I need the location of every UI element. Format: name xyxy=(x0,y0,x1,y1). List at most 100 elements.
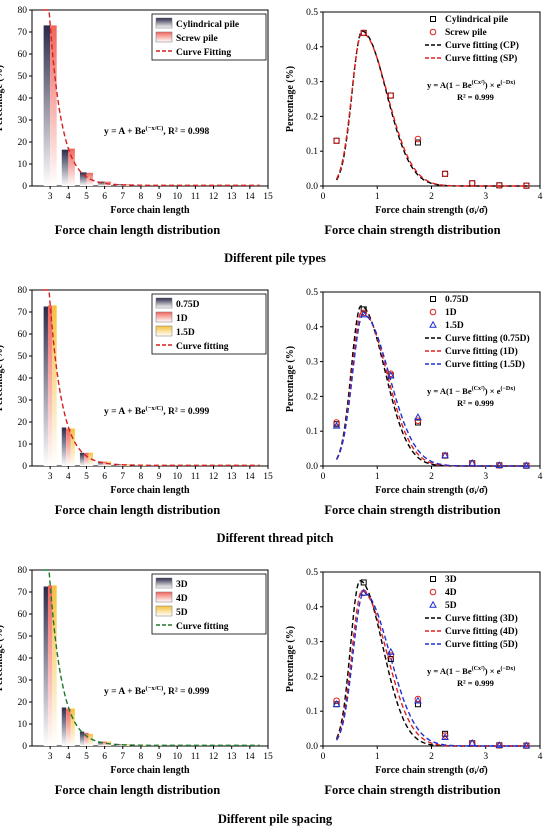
x-tick-label: 7 xyxy=(120,472,125,482)
x-tick-label: 10 xyxy=(172,192,182,202)
legend-label: Cylindrical pile xyxy=(445,15,508,25)
data-point xyxy=(496,182,503,189)
legend-label: Curve fitting xyxy=(176,622,229,632)
legend-swatch xyxy=(155,297,173,309)
bar-1d xyxy=(47,305,53,466)
data-point xyxy=(333,419,340,426)
x-tick-label: 7 xyxy=(120,192,125,202)
x-tick-label: 3 xyxy=(48,192,53,202)
data-point xyxy=(523,182,530,189)
x-axis-label: Force chain strength (σᵢ/σ̄) xyxy=(375,485,488,496)
x-tick-label: 0 xyxy=(321,472,326,482)
x-tick-label: 4 xyxy=(538,192,543,202)
bar-3d xyxy=(98,741,103,746)
bar-1.5d xyxy=(70,428,75,466)
legend-swatch xyxy=(155,577,173,589)
x-tick-label: 4 xyxy=(66,192,71,202)
data-point xyxy=(387,92,395,99)
x-tick-label: 5 xyxy=(84,472,89,482)
equation-exponent: (−x/C) xyxy=(145,125,163,132)
bar-4d xyxy=(84,732,89,746)
legend-label: Curve Fitting xyxy=(176,48,231,58)
bar-4d xyxy=(66,708,71,746)
equation-part: y = A(1 − Be xyxy=(427,386,472,396)
x-tick-label: 4 xyxy=(66,472,71,482)
legend-marker xyxy=(429,588,437,596)
x-tick-label: 14 xyxy=(245,752,255,762)
data-point xyxy=(441,170,449,178)
caption-strength-3: Force chain strength distribution xyxy=(324,783,501,797)
y-tick-label: 0.4 xyxy=(306,603,318,613)
data-point xyxy=(387,652,395,659)
equation-part: y = A(1 − Be xyxy=(427,80,472,90)
bar-1.5d xyxy=(52,305,57,466)
y-tick-label: 20 xyxy=(18,698,28,708)
x-tick-label: 11 xyxy=(191,192,200,202)
bar-screw-pile xyxy=(50,25,57,187)
x-tick-label: 3 xyxy=(483,472,488,482)
y-tick-label: 0 xyxy=(22,462,27,472)
data-point xyxy=(522,461,531,469)
x-tick-label: 15 xyxy=(263,472,273,482)
legend-label: Curve fitting (CP) xyxy=(445,40,519,51)
y-tick-label: 0.0 xyxy=(306,462,318,472)
length-chart-pile-spacing: 3 4 5 6 7 8 9 10 11 12 13 14 15 0 10 20 30 40 50 60 70 80 Forc… xyxy=(0,566,273,776)
fit-r-squared: R² = 0.999 xyxy=(457,398,494,408)
x-axis-label: Force chain strength (σᵢ/σ̄) xyxy=(375,205,488,216)
legend-label: Curve fitting xyxy=(176,342,229,352)
data-point xyxy=(360,309,367,317)
data-point xyxy=(359,588,368,596)
fit-r-squared: R² = 0.999 xyxy=(457,92,494,102)
y-tick-label: 0.0 xyxy=(306,182,318,192)
x-tick-label: 4 xyxy=(66,752,71,762)
y-tick-label: 60 xyxy=(18,50,28,60)
data-point xyxy=(386,371,395,379)
fit-equation: y = A(1 − Be(Cx²)) × e(−Dx) xyxy=(427,665,515,676)
bar-5d xyxy=(143,745,148,746)
legend-label: 5D xyxy=(445,601,457,611)
fit-equation: y = A + Be(−x/C), R² = 0.999 xyxy=(104,405,209,417)
fit-curve xyxy=(335,590,529,747)
row-title-pile-types: Different pile types xyxy=(224,251,326,265)
fit-curve xyxy=(335,30,529,187)
equation-exponent: (−x/C) xyxy=(145,405,163,412)
y-tick-label: 0.5 xyxy=(306,568,318,578)
bar-cylindrical-pile xyxy=(79,172,87,186)
x-tick-label: 9 xyxy=(157,192,162,202)
bar-1.5d xyxy=(124,464,130,466)
y-tick-label: 70 xyxy=(18,28,28,38)
bar-1d xyxy=(66,428,71,466)
legend-label: 4D xyxy=(445,588,457,598)
legend-label: 1D xyxy=(445,308,457,318)
y-tick-label: 10 xyxy=(18,440,28,450)
y-tick-label: 60 xyxy=(18,330,28,340)
x-tick-label: 8 xyxy=(139,752,144,762)
legend-label: 5D xyxy=(176,608,188,618)
data-point xyxy=(360,29,367,37)
bar-5d xyxy=(52,585,57,746)
equation-part: ) × e xyxy=(485,80,501,90)
y-tick-label: 30 xyxy=(18,116,28,126)
data-point xyxy=(387,656,394,662)
x-tick-label: 1 xyxy=(375,192,380,202)
legend-marker xyxy=(429,600,437,608)
legend-marker xyxy=(429,28,437,36)
y-tick-label: 80 xyxy=(18,566,28,576)
y-tick-label: 0.1 xyxy=(306,707,318,717)
y-tick-label: 30 xyxy=(18,396,28,406)
y-tick-label: 0.3 xyxy=(306,358,318,368)
data-point xyxy=(333,137,340,145)
x-tick-label: 7 xyxy=(120,752,125,762)
legend-label: Curve fitting (0.75D) xyxy=(445,333,530,344)
y-tick-label: 0.3 xyxy=(306,638,318,648)
caption-strength-2: Force chain strength distribution xyxy=(324,503,501,517)
y-tick-label: 40 xyxy=(18,94,28,104)
y-tick-label: 0.0 xyxy=(306,742,318,752)
y-tick-label: 0 xyxy=(22,182,27,192)
equation-part: , R² = 0.999 xyxy=(163,687,209,697)
legend-label: Curve fitting (4D) xyxy=(445,626,518,637)
legend-swatch xyxy=(155,605,173,617)
legend-label: Curve fitting (5D) xyxy=(445,639,518,650)
data-point xyxy=(414,413,422,420)
x-tick-label: 15 xyxy=(263,192,273,202)
